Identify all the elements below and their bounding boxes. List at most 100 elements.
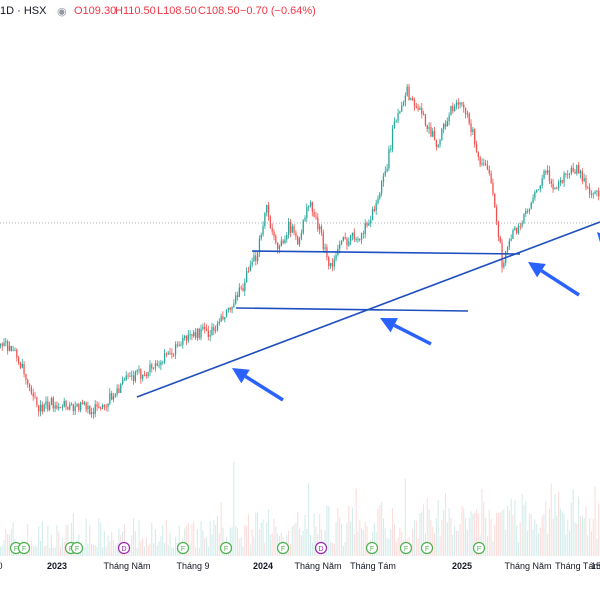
candle-body [293, 226, 295, 233]
volume-bar [419, 513, 421, 556]
volume-bar [328, 506, 330, 556]
candle-body [568, 173, 571, 175]
candle-body [123, 379, 126, 381]
candle-body [461, 102, 463, 105]
volume-bar [457, 530, 459, 556]
candle-body [25, 374, 27, 380]
event-marker-label: F [404, 546, 408, 553]
volume-bar [222, 527, 224, 556]
candle-body [401, 105, 403, 112]
volume-bar [50, 534, 52, 556]
candle-body [364, 223, 366, 234]
candle-body [384, 171, 386, 176]
candle-body [8, 345, 11, 351]
symbol-label[interactable]: 1D · HSX [0, 5, 47, 17]
candle-body [233, 303, 235, 308]
volume-bar [430, 519, 432, 556]
candle-body [72, 404, 74, 412]
volume-bar [96, 547, 98, 556]
volume-bar [348, 505, 350, 556]
candle-body [298, 238, 301, 245]
candle-body [446, 121, 448, 127]
chart-header: 1D · HSX ◉ O109.30 H110.50 L108.50 C108.… [0, 0, 600, 22]
volume-bar [552, 518, 554, 556]
event-marker[interactable] [219, 541, 233, 555]
candle-body [247, 271, 250, 273]
event-marker[interactable] [420, 541, 434, 555]
candle-body [132, 375, 135, 382]
volume-bar [503, 509, 505, 556]
event-marker[interactable] [399, 541, 413, 555]
volume-bar [211, 534, 213, 556]
volume-bar [154, 529, 156, 556]
candle-body [262, 226, 264, 235]
volume-bar [448, 508, 450, 556]
candle-body [474, 129, 476, 145]
volume-bar [392, 508, 394, 556]
event-marker[interactable] [176, 541, 190, 555]
candle-body [346, 238, 348, 246]
candle-body [423, 114, 425, 115]
event-marker[interactable] [117, 541, 131, 555]
event-marker[interactable] [472, 541, 486, 555]
volume-bar [240, 538, 242, 556]
candle-body [49, 405, 51, 410]
volume-bar [295, 522, 297, 556]
candle-body [240, 287, 242, 289]
candle-body [466, 113, 468, 115]
candle-body [275, 236, 277, 243]
candle-body [444, 124, 447, 127]
x-tick-label: Tháng 9 [176, 561, 210, 571]
volume-bar [167, 545, 169, 556]
low-value: L108.50 [157, 5, 197, 17]
event-marker[interactable] [17, 541, 31, 555]
volume-bar [58, 531, 60, 556]
volume-bar [532, 529, 534, 556]
candle-body [479, 156, 481, 165]
candle-body [355, 239, 357, 240]
candle-body [421, 107, 423, 114]
volume-bar [193, 521, 195, 556]
volume-bar [264, 543, 266, 556]
event-marker[interactable] [314, 541, 328, 555]
candle-body [282, 240, 284, 243]
event-marker[interactable] [70, 541, 84, 555]
candle-body [514, 227, 516, 231]
candle-body [74, 406, 76, 412]
event-marker[interactable] [365, 541, 379, 555]
candle-body [105, 406, 107, 408]
candle-body [490, 173, 492, 183]
candle-body [193, 332, 195, 337]
volume-bar [366, 526, 368, 556]
volume-bar [351, 507, 353, 556]
candle-body [47, 401, 49, 410]
candle-body [313, 211, 315, 217]
candle-body [543, 171, 545, 179]
candle-body [397, 113, 399, 121]
candle-body [198, 328, 200, 338]
volume-bar [72, 513, 74, 556]
candle-body [344, 237, 346, 239]
volume-bar [49, 547, 51, 556]
volume-bar [67, 524, 69, 556]
volume-bar [574, 522, 576, 556]
volume-bar [559, 508, 561, 556]
volume-bar [534, 519, 536, 556]
candle-body [43, 404, 45, 412]
candle-body [424, 114, 427, 126]
volume-bar [512, 514, 514, 556]
candle-body [277, 242, 279, 249]
volume-bar [432, 526, 434, 556]
candle-body [34, 396, 36, 398]
candle-body [21, 364, 23, 368]
volume-bar [131, 535, 133, 556]
candle-body [366, 223, 368, 226]
candle-body [253, 255, 255, 262]
eye-icon[interactable]: ◉ [57, 6, 67, 18]
candle-body [169, 352, 171, 354]
volume-bar [136, 547, 138, 556]
event-marker[interactable] [276, 541, 290, 555]
volume-bar [417, 538, 419, 556]
